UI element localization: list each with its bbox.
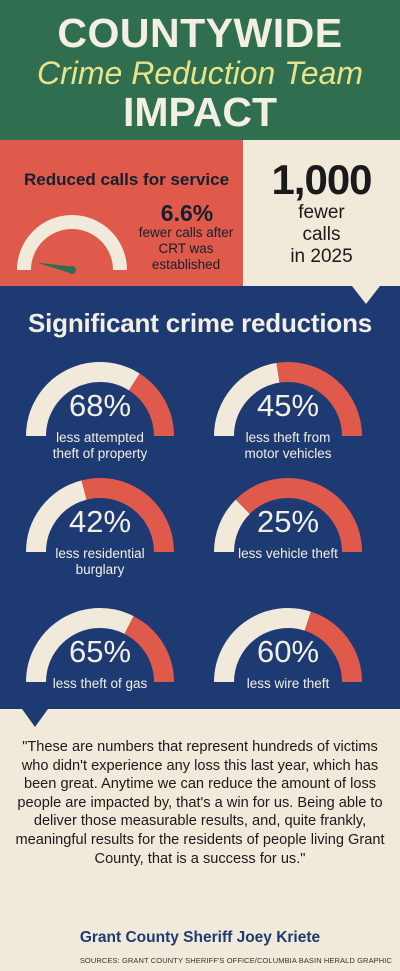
gauge-remainder-arc [128,373,174,437]
calls-percent: 6.6% [160,200,214,226]
crime-gauge-percent: 45% [256,388,320,423]
calls-panel: Reduced calls for service 6.6% fewer cal… [0,140,243,286]
crime-gauge-percent: 65% [68,634,132,669]
gauge-fill-arc [26,480,87,553]
calls-big-description: fewer calls in 2025 [243,202,400,268]
crime-gauge-label: less theft of gas [25,676,175,692]
gauge-remainder-arc [124,616,174,683]
crime-gauge-label: less wire theft [213,676,363,692]
calls-big-desc-line: fewer [298,202,345,223]
gauge-remainder-arc [304,611,362,683]
calls-description: fewer calls after CRT was established [138,225,234,272]
crime-gauge-label: less theft from motor vehicles [213,430,363,462]
crime-gauge-percent: 25% [256,504,320,539]
gauge-fill-arc [214,608,311,683]
crime-gauge-label: less attempted theft of property [25,430,175,462]
calls-big-number: 1,000 [271,156,372,203]
crime-gauge-label: less vehicle theft [213,546,363,562]
gauge-fill-arc [214,499,251,553]
crime-pointer [22,709,48,727]
crime-gauge-label-line: motor vehicles [244,446,332,461]
calls-gauge-arc [17,215,127,271]
crime-gauge-percent: 42% [68,504,132,539]
crime-panel: Significant crime reductions 68% less at… [0,286,400,709]
crime-gauge-label-line: less wire theft [246,676,330,691]
crime-gauge [214,608,362,683]
source-credit: SOURCES: GRANT COUNTY SHERIFF'S OFFICE/C… [79,956,392,965]
crime-gauge-label: less residential burglary [25,546,175,578]
crime-gauge [26,362,174,437]
calls-gauge-pivot [68,266,76,274]
crime-gauge-percent: 68% [68,388,132,423]
quote-attribution: Grant County Sheriff Joey Kriete [79,929,321,946]
gauge-fill-arc [26,608,134,683]
calls-gauge [17,215,127,274]
crime-gauge-label-line: less vehicle theft [238,546,338,561]
calls-total-panel: 1,000 fewer calls in 2025 [243,140,400,286]
calls-pointer [352,286,380,304]
calls-big-desc-line: calls [302,224,341,245]
crime-gauge-label-line: less attempted [56,430,144,445]
calls-gauge-needle [36,262,73,274]
crime-gauge [214,478,362,553]
gauge-fill-arc [26,362,140,437]
gauge-fill-arc [214,362,280,437]
crime-title: Significant crime reductions [27,308,373,338]
crime-gauge-label-line: less theft of gas [52,676,148,691]
crime-gauge-percent: 60% [256,634,320,669]
gauge-remainder-arc [235,478,362,553]
header-subtitle: Crime Reduction Team [36,55,364,91]
crime-gauge-label-line: less residential [55,546,145,561]
crime-gauge [214,362,362,437]
gauge-remainder-arc [276,362,362,437]
gauge-remainder-arc [81,478,174,553]
calls-title: Reduced calls for service [24,170,230,189]
sheriff-quote: "These are numbers that represent hundre… [15,739,385,867]
calls-big-desc-line: in 2025 [290,246,353,267]
header-title-impact: IMPACT [122,89,278,135]
crime-gauge-label-line: burglary [75,562,125,577]
header-title-countywide: COUNTYWIDE [57,10,343,56]
crime-gauge [26,608,174,683]
crime-gauge [26,478,174,553]
crime-gauge-label-line: theft of property [52,446,148,461]
header-banner: COUNTYWIDE Crime Reduction Team IMPACT [0,0,400,140]
crime-gauge-label-line: less theft from [245,430,331,445]
